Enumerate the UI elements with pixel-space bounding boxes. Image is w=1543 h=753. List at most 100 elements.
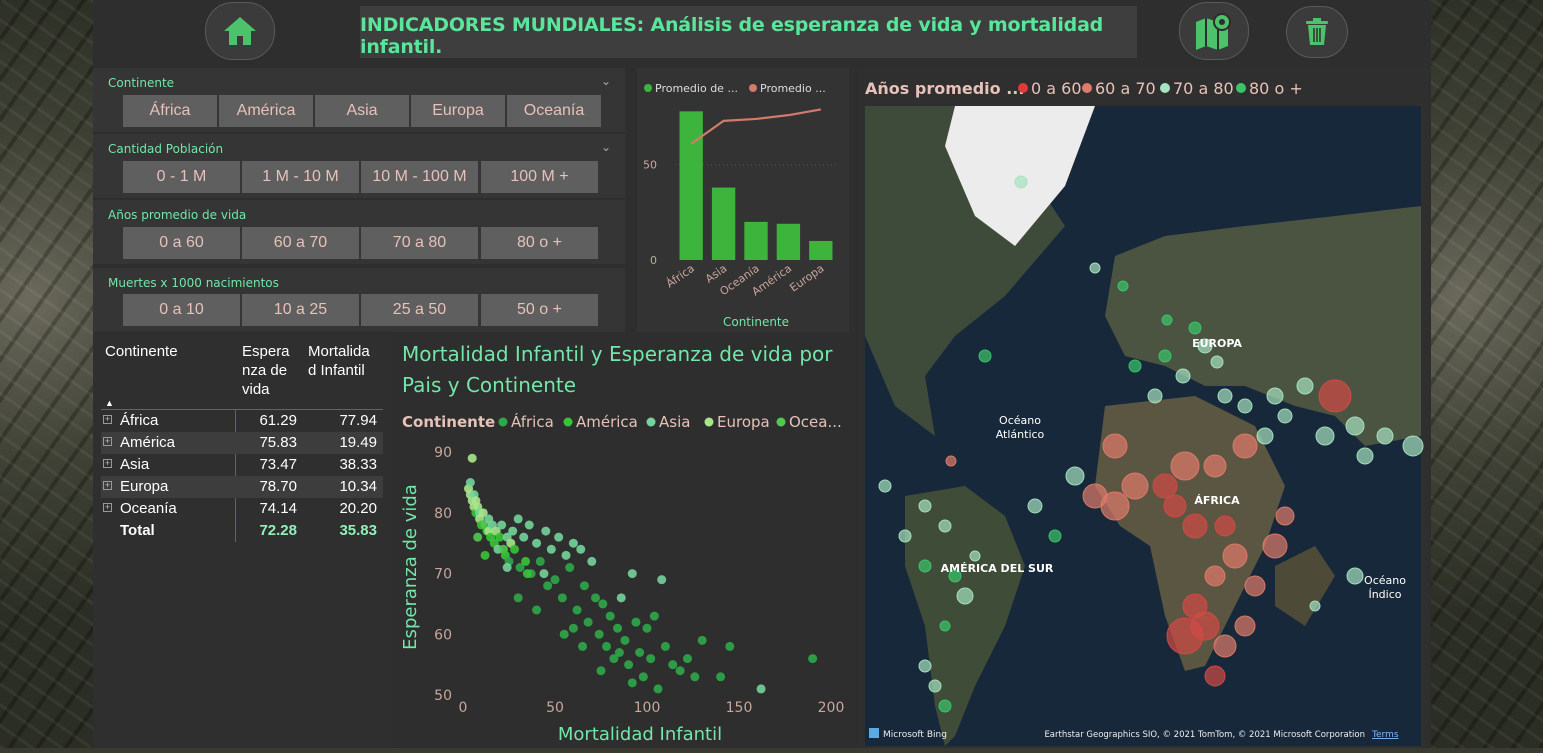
map-bubble (1234, 615, 1256, 637)
table-row[interactable]: + Asia 73.47 38.33 (101, 454, 383, 476)
scatter-point (515, 563, 525, 572)
slicer-option-europa[interactable]: Europa (411, 95, 505, 127)
map-bubble (918, 659, 932, 673)
slicer-option-life-60-70[interactable]: 60 a 70 (242, 227, 359, 259)
slicer-option-pop-100m-plus[interactable]: 100 M + (481, 161, 598, 193)
map-bubble (1197, 338, 1213, 354)
map-bubble (878, 479, 892, 493)
row-esperanza-value: 73.47 (259, 456, 297, 473)
slicer-option-pop-1-10m[interactable]: 1 M - 10 M (242, 161, 359, 193)
y-tick-label: 90 (434, 445, 452, 461)
legend-marker-bar (644, 84, 652, 92)
map-bubble (928, 679, 942, 693)
scatter-point (554, 532, 564, 542)
map-label-africa: ÁFRICA (1194, 494, 1240, 507)
terms-link[interactable]: Terms (1371, 730, 1399, 740)
map-legend-marker (1018, 83, 1028, 93)
map-bubble (1065, 466, 1085, 486)
scatter-point (513, 593, 523, 603)
map-bubble (1214, 515, 1236, 537)
x-tick-label: 50 (546, 700, 564, 716)
world-map[interactable]: Años promedio ... 0 a 60 60 a 70 70 a 80 80 … (859, 66, 1429, 748)
slicer-option-deaths-0-10[interactable]: 0 a 10 (123, 294, 240, 326)
slicer-option-deaths-50-plus[interactable]: 50 o + (481, 294, 598, 326)
scatter-point (510, 544, 520, 554)
expand-icon[interactable]: + (103, 414, 112, 424)
table-row[interactable]: + África 61.29 77.94 (101, 410, 383, 432)
scatter-point (465, 478, 475, 487)
bar-4 (809, 240, 833, 260)
map-attribution: Earthstar Geographics SIO, © 2021 TomTom… (1044, 730, 1365, 740)
map-bubble (1222, 543, 1248, 569)
x-tick-label: 100 (634, 700, 661, 716)
slicer-option-pop-10-100m[interactable]: 10 M - 100 M (361, 161, 478, 193)
header-divider (101, 409, 383, 410)
scatter-point (532, 538, 542, 548)
total-row: Total 72.28 35.83 (101, 520, 383, 542)
map-button[interactable] (1179, 2, 1249, 60)
legend-label: América (576, 413, 638, 431)
legend-marker (646, 417, 656, 427)
row-continent-name: Oceanía (120, 500, 177, 517)
scatter-point (579, 581, 589, 591)
slicer-option-america[interactable]: América (219, 95, 313, 127)
scatter-point (657, 575, 667, 585)
expand-icon[interactable]: + (103, 458, 112, 468)
map-bubble (1161, 314, 1173, 326)
scatter-point (502, 563, 512, 572)
slicer-option-life-70-80[interactable]: 70 a 80 (361, 227, 478, 259)
slicer-option-life-0-60[interactable]: 0 a 60 (123, 227, 240, 259)
table-row[interactable]: + Oceanía 74.14 20.20 (101, 498, 383, 520)
map-bubble (1402, 435, 1424, 457)
slicer-option-deaths-25-50[interactable]: 25 a 50 (361, 294, 478, 326)
scatter-point (668, 660, 678, 670)
slicer-option-deaths-10-25[interactable]: 10 a 25 (242, 294, 359, 326)
map-label-indico-2: Índico (1368, 588, 1401, 601)
slicer-option-africa[interactable]: África (123, 95, 217, 127)
map-bubble (1027, 498, 1043, 514)
x-tick-label: África (664, 262, 697, 291)
clear-filters-button[interactable] (1286, 6, 1348, 58)
map-bubble (1121, 472, 1149, 500)
home-button[interactable] (205, 2, 275, 60)
expand-icon[interactable]: + (103, 480, 112, 490)
table-row[interactable]: + Europa 78.70 10.34 (101, 476, 383, 498)
chevron-down-icon[interactable]: ⌄ (600, 74, 611, 88)
scatter-point (497, 520, 507, 530)
chevron-down-icon[interactable]: ⌄ (600, 140, 611, 154)
map-legend-title: Años promedio ... (865, 79, 1024, 98)
slicer-option-asia[interactable]: Asia (315, 95, 409, 127)
scatter-point (596, 666, 606, 676)
expand-icon[interactable]: + (103, 502, 112, 512)
column-header-continente[interactable]: Continente (105, 343, 178, 360)
slicer-option-life-80-plus[interactable]: 80 o + (481, 227, 598, 259)
slicer-option-pop-0-1m[interactable]: 0 - 1 M (123, 161, 240, 193)
map-bubble (1089, 262, 1101, 274)
table-row[interactable]: + América 75.83 19.49 (101, 432, 383, 454)
page-title: INDICADORES MUNDIALES: Análisis de esper… (360, 14, 1104, 58)
map-bubble (938, 519, 952, 533)
map-bubble (1244, 575, 1266, 597)
column-header-esperanza[interactable]: Espera nza de vida (242, 343, 290, 398)
map-label-atlantico-1: Océano (999, 414, 1041, 427)
map-legend-marker (1236, 83, 1246, 93)
scatter-point (508, 526, 518, 536)
scatter-point (631, 617, 641, 627)
column-header-mortalidad[interactable]: Mortalida d Infantil (308, 343, 370, 379)
scatter-point (587, 556, 597, 566)
sort-ascending-icon[interactable]: ▲ (105, 398, 114, 408)
map-bubble (948, 569, 962, 583)
scatter-point (576, 544, 586, 554)
slicer-option-oceania[interactable]: Oceanía (507, 95, 601, 127)
scatter-point (638, 672, 648, 682)
combo-chart-panel: Promedio de ... Promedio ... 0 50 África Asia… (637, 68, 849, 332)
satellite-background-left (0, 0, 96, 748)
scatter-point (627, 569, 637, 579)
map-bubble (1210, 355, 1224, 369)
expand-icon[interactable]: + (103, 436, 112, 446)
scatter-point (495, 532, 505, 542)
scatter-point (478, 508, 488, 518)
map-bubble (1275, 506, 1295, 526)
scatter-point (557, 593, 567, 603)
map-bubble (1170, 451, 1200, 481)
